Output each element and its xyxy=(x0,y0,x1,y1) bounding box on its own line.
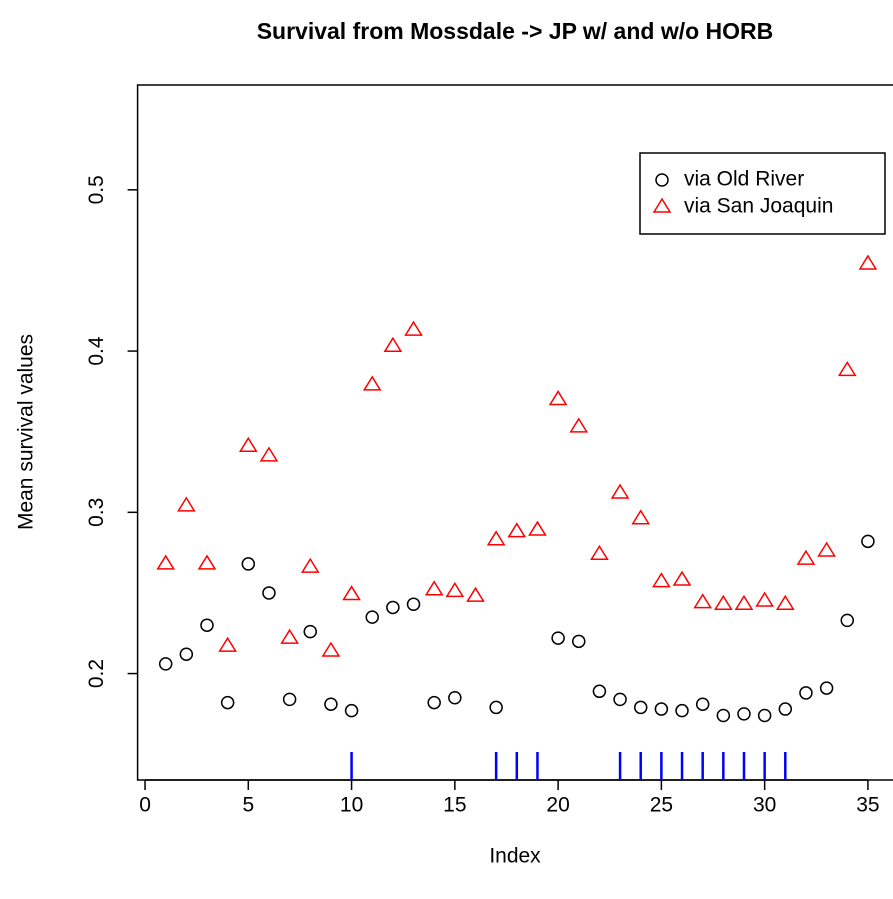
legend-marker xyxy=(655,173,669,187)
point xyxy=(548,390,568,406)
point xyxy=(737,707,751,721)
point xyxy=(631,509,651,525)
y-axis-label: Mean survival values xyxy=(15,334,38,530)
x-tick-label: 5 xyxy=(242,794,254,817)
point xyxy=(652,572,671,588)
point xyxy=(342,585,361,601)
x-tick-label: 25 xyxy=(650,794,673,817)
point xyxy=(241,557,256,571)
point xyxy=(572,634,586,649)
point xyxy=(404,320,423,336)
point xyxy=(775,594,795,610)
x-tick-label: 10 xyxy=(340,794,363,817)
point xyxy=(448,691,462,705)
point xyxy=(610,483,630,499)
chart-title: Survival from Mossdale -> JP w/ and w/o … xyxy=(257,18,774,44)
legend-label: via San Joaquin xyxy=(684,195,833,218)
point xyxy=(755,591,774,607)
point xyxy=(176,496,196,512)
point xyxy=(840,613,855,628)
point xyxy=(262,586,276,600)
point xyxy=(365,610,379,624)
point xyxy=(713,594,733,610)
point xyxy=(507,522,527,538)
point xyxy=(613,692,627,707)
point xyxy=(386,600,400,615)
y-tick-label: 0.2 xyxy=(85,659,108,688)
point xyxy=(734,594,754,610)
point xyxy=(654,702,669,716)
point xyxy=(344,703,359,718)
point xyxy=(179,647,194,661)
point xyxy=(819,681,834,695)
x-tick-label: 20 xyxy=(546,794,569,817)
point xyxy=(445,581,465,598)
point xyxy=(837,360,857,377)
point xyxy=(796,549,816,565)
point xyxy=(590,544,609,560)
point xyxy=(799,686,813,700)
x-axis-label: Index xyxy=(489,845,541,868)
point xyxy=(675,703,689,718)
legend-box xyxy=(639,152,886,235)
x-tick-label: 0 xyxy=(139,794,151,817)
point xyxy=(362,375,382,391)
point xyxy=(158,657,173,671)
point xyxy=(303,624,318,639)
point xyxy=(486,530,506,546)
point xyxy=(466,586,485,602)
legend-label: via Old River xyxy=(684,168,804,191)
point xyxy=(551,631,565,645)
point xyxy=(282,692,297,707)
point xyxy=(197,554,217,570)
point xyxy=(280,628,299,644)
point xyxy=(716,708,731,723)
point xyxy=(200,618,214,632)
point xyxy=(817,541,836,557)
point xyxy=(427,695,441,710)
point xyxy=(569,417,589,433)
point xyxy=(861,534,875,549)
point xyxy=(220,695,235,710)
point xyxy=(693,593,713,609)
point xyxy=(695,697,710,711)
x-tick-label: 15 xyxy=(443,794,466,817)
point xyxy=(324,697,338,711)
point xyxy=(633,700,648,715)
point xyxy=(424,580,444,596)
point xyxy=(672,570,692,586)
point xyxy=(238,436,258,452)
point xyxy=(489,700,503,715)
point xyxy=(528,520,547,536)
y-tick-label: 0.3 xyxy=(85,498,108,527)
y-tick-label: 0.4 xyxy=(85,336,108,366)
y-tick-label: 0.5 xyxy=(85,175,108,204)
x-tick-label: 35 xyxy=(856,794,879,817)
point xyxy=(218,636,237,652)
point xyxy=(592,684,607,699)
point xyxy=(778,702,793,716)
point xyxy=(383,336,403,352)
point xyxy=(156,554,176,570)
point xyxy=(858,254,878,270)
x-tick-label: 30 xyxy=(753,794,776,817)
point xyxy=(757,708,772,723)
point xyxy=(300,557,320,573)
legend-marker xyxy=(652,197,672,213)
point xyxy=(321,641,341,657)
point xyxy=(406,597,421,611)
point xyxy=(259,446,279,462)
